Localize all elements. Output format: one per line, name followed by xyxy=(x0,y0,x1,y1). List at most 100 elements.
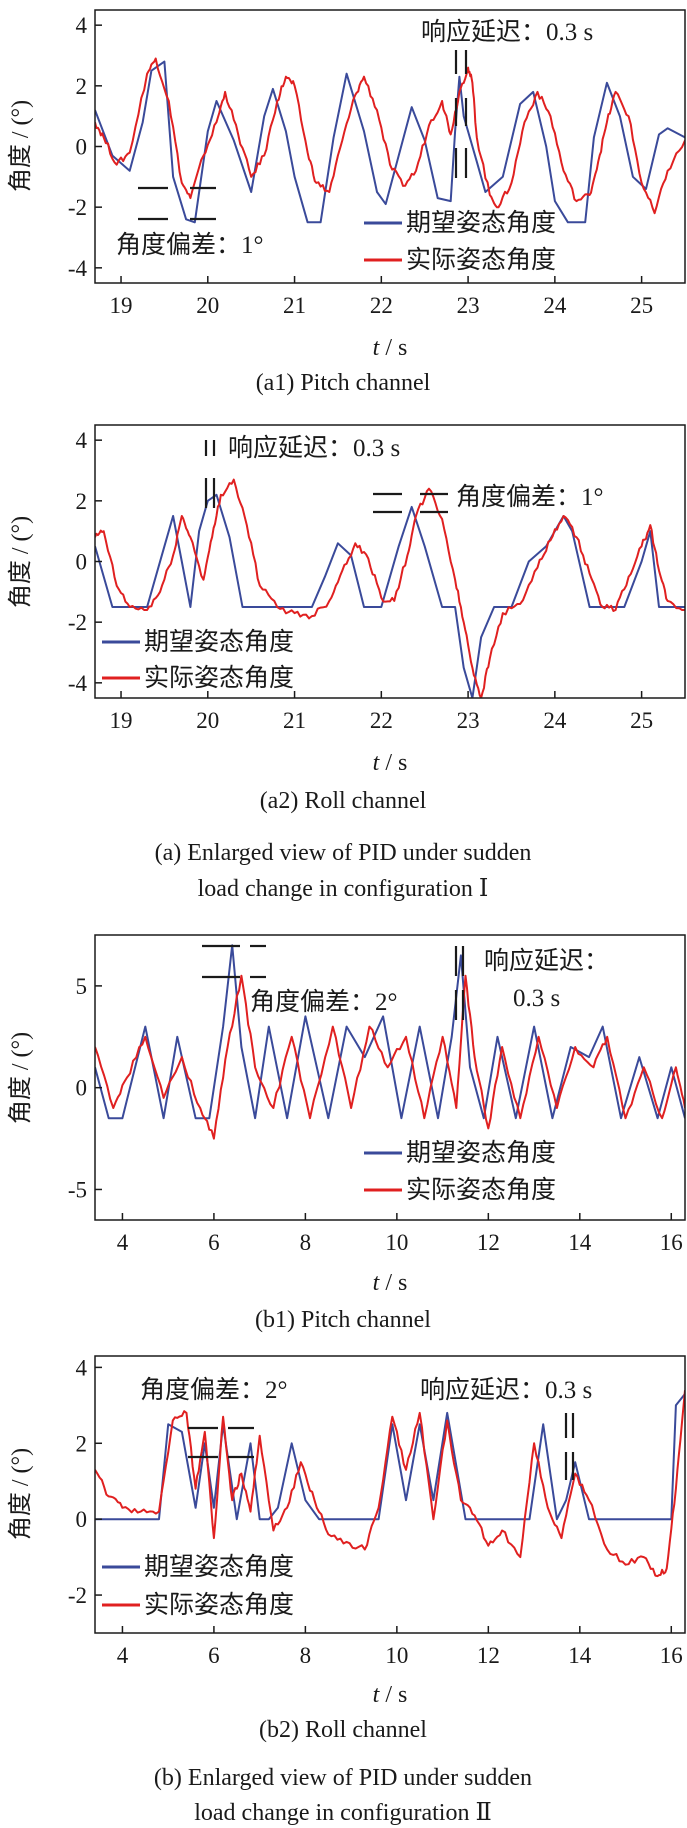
y-axis-label: 角度 / (°) xyxy=(7,100,34,192)
panel-caption: (a2) Roll channel xyxy=(260,788,427,814)
x-tick-label: 10 xyxy=(385,1643,408,1668)
x-tick-label: 8 xyxy=(300,1230,312,1255)
x-tick-label: 21 xyxy=(283,708,306,733)
y-tick-label: 2 xyxy=(76,489,88,514)
plot-frame xyxy=(94,9,686,284)
legend-label-actual: 实际姿态角度 xyxy=(144,1591,294,1619)
figure-caption-b-line1: (b) Enlarged view of PID under sudden xyxy=(154,1765,532,1791)
legend: 期望姿态角度 实际姿态角度 xyxy=(364,1139,556,1204)
panel-b2-roll: 4 6 8 10 12 14 16 -2 0 2 4 角度偏差：2° 响应延迟：0.3 s 期望姿态… xyxy=(7,1355,686,1743)
y-tick-label: -4 xyxy=(68,671,88,696)
y-tick-label: 2 xyxy=(76,74,88,99)
y-tick-label: 0 xyxy=(76,550,88,575)
annotation-angle-deviation: 角度偏差：1° xyxy=(456,483,604,511)
series-line-actual xyxy=(95,478,685,698)
annotation-angle-deviation: 角度偏差：1° xyxy=(116,231,264,259)
series-line-actual xyxy=(95,974,685,1140)
series-line-actual xyxy=(95,57,685,215)
x-tick-label: 20 xyxy=(196,708,219,733)
x-tick-label: 10 xyxy=(385,1230,408,1255)
annotation-response-delay: 响应延迟：0.3 s xyxy=(228,434,400,462)
figure-caption-a-line1: (a) Enlarged view of PID under sudden xyxy=(155,840,532,866)
y-tick-label: 4 xyxy=(76,1355,88,1380)
y-tick-label: -2 xyxy=(68,610,87,635)
y-tick-label: 0 xyxy=(76,1076,88,1101)
panel-caption: (b2) Roll channel xyxy=(259,1717,427,1743)
x-tick-label: 14 xyxy=(568,1643,592,1668)
annotation-markers xyxy=(204,440,448,514)
panel-b1-pitch: 4 6 8 10 12 14 16 -5 0 5 角度偏差：2° 响应延迟： 0.3 s 期望姿态… xyxy=(7,934,686,1333)
plot-frame xyxy=(94,1355,686,1634)
y-axis-label: 角度 / (°) xyxy=(7,516,34,608)
y-tick-label: 4 xyxy=(76,428,88,453)
x-tick-label: 24 xyxy=(543,293,567,318)
y-tick-label: -4 xyxy=(68,256,88,281)
x-axis-label: t / s xyxy=(373,335,408,361)
annotation-angle-deviation: 角度偏差：2° xyxy=(250,988,398,1016)
y-tick-label: -5 xyxy=(68,1177,87,1202)
legend: 期望姿态角度 实际姿态角度 xyxy=(102,1553,294,1619)
figure-caption-a-line2: load change in configuration Ⅰ xyxy=(198,876,489,902)
y-axis-label: 角度 / (°) xyxy=(7,1448,34,1540)
x-tick-label: 19 xyxy=(110,708,133,733)
x-tick-label: 12 xyxy=(477,1230,500,1255)
annotation-markers xyxy=(138,50,468,221)
x-tick-label: 14 xyxy=(568,1230,592,1255)
x-tick-label: 8 xyxy=(300,1643,312,1668)
legend: 期望姿态角度 实际姿态角度 xyxy=(364,209,556,274)
y-tick-label: 4 xyxy=(76,13,88,38)
panel-caption: (b1) Pitch channel xyxy=(255,1307,431,1333)
series-line-desired xyxy=(95,493,685,698)
plot-frame xyxy=(94,424,686,699)
x-tick-label: 24 xyxy=(543,708,567,733)
y-tick-label: 2 xyxy=(76,1431,88,1456)
x-tick-label: 19 xyxy=(110,293,133,318)
x-tick-label: 25 xyxy=(630,708,653,733)
x-tick-label: 25 xyxy=(630,293,653,318)
legend-label-desired: 期望姿态角度 xyxy=(406,1139,556,1167)
x-tick-label: 22 xyxy=(370,708,393,733)
annotation-markers xyxy=(188,1413,575,1480)
y-tick-label: 0 xyxy=(76,1507,88,1532)
x-tick-label: 12 xyxy=(477,1643,500,1668)
annotation-response-delay-value: 0.3 s xyxy=(513,985,560,1012)
legend-label-actual: 实际姿态角度 xyxy=(406,246,556,274)
x-tick-label: 23 xyxy=(457,293,480,318)
x-axis-label: t / s xyxy=(373,1682,408,1708)
plot-frame xyxy=(94,934,686,1221)
y-tick-label: -2 xyxy=(68,195,87,220)
x-tick-label: 22 xyxy=(370,293,393,318)
x-tick-label: 4 xyxy=(117,1230,129,1255)
x-tick-label: 21 xyxy=(283,293,306,318)
x-tick-label: 6 xyxy=(208,1230,220,1255)
x-axis-label: t / s xyxy=(373,750,408,776)
series-line-actual xyxy=(95,1390,685,1578)
legend-label-desired: 期望姿态角度 xyxy=(144,1553,294,1581)
y-axis-label: 角度 / (°) xyxy=(7,1032,34,1124)
legend: 期望姿态角度 实际姿态角度 xyxy=(102,628,294,692)
series-line-desired xyxy=(95,60,685,224)
legend-label-actual: 实际姿态角度 xyxy=(144,664,294,692)
series-line-desired xyxy=(95,944,685,1120)
y-tick-label: 0 xyxy=(76,135,88,160)
y-tick-label: -2 xyxy=(68,1583,87,1608)
x-axis-label: t / s xyxy=(373,1270,408,1296)
x-tick-label: 20 xyxy=(196,293,219,318)
panel-caption: (a1) Pitch channel xyxy=(256,370,431,396)
legend-label-actual: 实际姿态角度 xyxy=(406,1176,556,1204)
y-tick-label: 5 xyxy=(76,974,88,999)
annotation-response-delay: 响应延迟：0.3 s xyxy=(421,18,593,46)
annotation-markers xyxy=(202,944,465,1020)
legend-label-desired: 期望姿态角度 xyxy=(144,628,294,656)
x-tick-label: 16 xyxy=(660,1643,683,1668)
annotation-response-delay: 响应延迟： xyxy=(484,947,609,975)
x-tick-label: 4 xyxy=(117,1643,129,1668)
figure-caption-b-line2: load change in configuration Ⅱ xyxy=(194,1800,492,1826)
legend-label-desired: 期望姿态角度 xyxy=(406,209,556,237)
annotation-angle-deviation: 角度偏差：2° xyxy=(140,1376,288,1404)
annotation-response-delay: 响应延迟：0.3 s xyxy=(420,1376,592,1404)
x-tick-label: 16 xyxy=(660,1230,683,1255)
